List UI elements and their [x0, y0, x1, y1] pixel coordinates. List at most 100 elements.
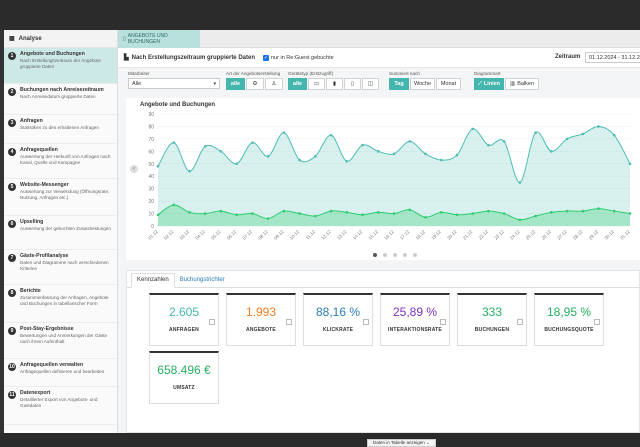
kpi-checkbox[interactable]: [209, 319, 215, 325]
kpi-checkbox[interactable]: [594, 319, 600, 325]
carousel-dot[interactable]: [383, 253, 387, 257]
kpi-value: 25,89 %: [392, 305, 438, 319]
data-point: [565, 209, 569, 213]
sidebar-item[interactable]: 2 Buchungen nach Anreisezeitraum Nach An…: [4, 84, 117, 115]
desktop-button[interactable]: ▭: [308, 78, 325, 90]
woche-button[interactable]: Woche: [410, 78, 435, 90]
y-tick-label: 30: [148, 187, 154, 193]
sidebar-item[interactable]: 9 Post-Stay-Ergebnisse Bewertungen und A…: [4, 323, 117, 359]
sidebar-header: ▦ Analyse: [4, 30, 117, 48]
sidebar: ▦ Analyse 1 Angebote und Buchungen Nach …: [4, 30, 118, 433]
sidebar-item-title: Website-Messenger: [20, 182, 69, 188]
phone-button[interactable]: ▯: [344, 78, 361, 90]
kpi-checkbox[interactable]: [517, 319, 523, 325]
tab-buchungstrichter[interactable]: Buchungstrichter: [179, 277, 225, 283]
geraet-all-button[interactable]: alle: [288, 78, 307, 90]
tab-kennzahlen[interactable]: Kennzahlen: [131, 273, 175, 288]
sidebar-item[interactable]: 11 Datenexport Detaillierter Export von …: [4, 387, 117, 425]
x-tick-label: 26.12: [541, 229, 553, 241]
monat-label: Monat: [440, 81, 457, 87]
tab-angebote-buchungen[interactable]: ▯ ANGEBOTE UND BUCHUNGEN: [118, 30, 200, 48]
show-table-button[interactable]: Daten in Tabelle anzeigen ⌄: [367, 439, 436, 447]
sidebar-item[interactable]: 5 Website-Messenger Auswertung zur Verwe…: [4, 179, 117, 216]
data-point: [266, 217, 270, 220]
x-tick-label: 22.12: [478, 229, 490, 241]
data-point: [282, 131, 286, 134]
app-rail: [0, 30, 4, 433]
step-number-icon: 2: [8, 88, 16, 96]
robot-icon: ⚙: [252, 81, 258, 87]
sidebar-item-title: Gäste-Profilanalyse: [20, 253, 69, 259]
data-point: [581, 209, 585, 213]
data-point: [172, 203, 176, 207]
carousel-dot[interactable]: [373, 253, 377, 257]
zeitraum-input[interactable]: 01.12.2024 - 31.12.2024: [585, 52, 640, 63]
sidebar-item[interactable]: 4 Anfragequellen Auswertung der Herkunft…: [4, 144, 117, 179]
kpi-label: KLICKRATE: [322, 327, 354, 333]
art-all-label: alle: [230, 81, 241, 87]
y-tick-label: 50: [148, 162, 154, 168]
mitarbeiter-select[interactable]: Alle ▾: [128, 78, 220, 89]
kpi-card: 18,95 % BUCHUNGSQUOTE: [534, 293, 604, 346]
woche-label: Woche: [413, 81, 432, 87]
sidebar-item-desc: Anfragequellen definieren und bearbeiten: [20, 369, 105, 374]
sidebar-item[interactable]: 7 Gäste-Profilanalyse Daten und Diagramm…: [4, 250, 117, 285]
data-point: [597, 125, 600, 128]
monat-button[interactable]: Monat: [436, 78, 461, 90]
data-point: [534, 131, 537, 134]
art-automatic-button[interactable]: ⚙: [246, 78, 264, 90]
chart-title: Angebote und Buchungen: [140, 102, 215, 108]
data-point: [361, 213, 364, 217]
y-tick-label: 70: [148, 137, 154, 143]
x-tick-label: 12.12: [320, 229, 332, 241]
reguest-checkbox[interactable]: ✓ nur in Re:Guest gebuchte: [263, 54, 334, 61]
kpi-checkbox[interactable]: [440, 319, 446, 325]
kpi-label: BUCHUNGSQUOTE: [544, 327, 594, 333]
data-point: [628, 212, 632, 215]
page-title: ▙ Nach Erstellungszeitraum gruppierte Da…: [124, 54, 255, 62]
document-icon: ▯: [123, 36, 126, 42]
sidebar-item[interactable]: 1 Angebote und Buchungen Nach Erstellung…: [4, 48, 117, 84]
carousel-dot[interactable]: [413, 253, 417, 257]
chat-icon: ◫: [367, 81, 374, 87]
tablet-button[interactable]: ▮: [326, 78, 343, 90]
x-tick-label: 24.12: [509, 229, 521, 241]
tag-label: Tag: [394, 81, 404, 87]
data-point: [219, 209, 223, 213]
kpi-label: ANGEBOTE: [246, 327, 276, 333]
data-point: [266, 155, 270, 158]
sidebar-item[interactable]: 8 Berichte Zusammenfassung der Anfragen,…: [4, 285, 117, 323]
filter-bar: Mitarbeiter Alle ▾ Art der Angebotserste…: [118, 68, 640, 98]
sidebar-item[interactable]: 3 Anfragen Statistiken zu den erhaltenen…: [4, 115, 117, 144]
step-number-icon: 6: [8, 220, 16, 228]
carousel-dot[interactable]: [393, 253, 397, 257]
data-point: [235, 162, 238, 166]
kpi-checkbox[interactable]: [363, 319, 369, 325]
y-tick-label: 40: [148, 174, 154, 180]
data-point: [439, 158, 443, 162]
sidebar-item-desc: Nach Anreisedatum gruppierte Daten: [20, 94, 96, 99]
kpi-label: INTERAKTIONSRATE: [388, 327, 442, 333]
data-point: [156, 164, 160, 168]
balken-button[interactable]: ▥ Balken: [505, 78, 539, 90]
art-all-button[interactable]: alle: [226, 78, 245, 90]
kpi-card: 1.993 ANGEBOTE: [226, 293, 296, 346]
linien-button[interactable]: ⟋ Linien: [474, 78, 504, 90]
line-chart-icon: ⟋: [477, 80, 482, 87]
checkbox-check-icon[interactable]: ✓: [263, 54, 269, 61]
y-tick-label: 10: [148, 212, 154, 218]
chat-button[interactable]: ◫: [362, 78, 379, 90]
step-number-icon: 9: [8, 327, 16, 335]
kpi-checkbox[interactable]: [286, 319, 292, 325]
step-number-icon: 7: [8, 254, 16, 262]
sidebar-item-desc: Auswertung zur Verwendung (Öffnungsrate,…: [20, 189, 110, 200]
sidebar-item-desc: Statistiken zu den erhaltenen Anfragen: [20, 125, 99, 130]
sidebar-item[interactable]: 6 Upselling Auswertung der gebuchten Zus…: [4, 216, 117, 250]
carousel-dot[interactable]: [403, 253, 407, 257]
art-user-button[interactable]: ♙: [265, 78, 283, 90]
data-point: [251, 141, 254, 144]
chevron-left-icon[interactable]: ‹: [130, 165, 138, 173]
geraet-label: Gerätetyp (Erstzugriff): [288, 71, 334, 76]
sidebar-item[interactable]: 10 Anfragequellen verwalten Anfragequell…: [4, 359, 117, 387]
tag-button[interactable]: Tag: [389, 78, 409, 90]
